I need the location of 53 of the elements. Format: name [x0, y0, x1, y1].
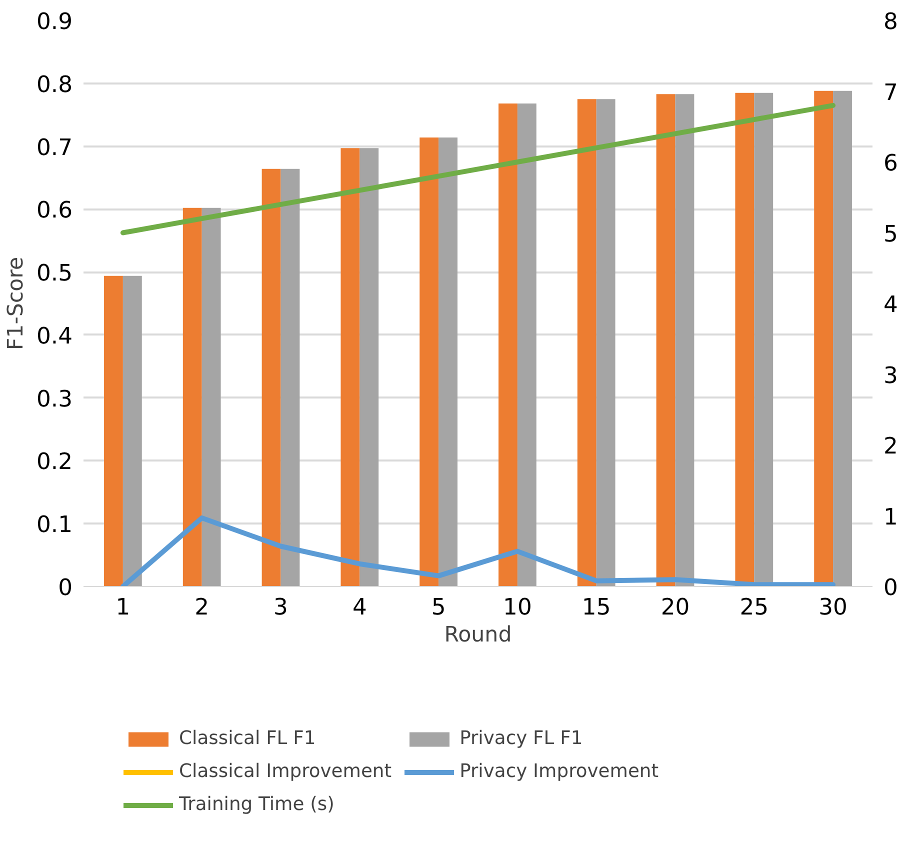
bar — [833, 90, 852, 586]
legend-label: Privacy FL F1 — [460, 728, 583, 749]
bar — [517, 104, 536, 586]
legend-label: Training Time (s) — [179, 794, 334, 815]
x-tick-label: 10 — [503, 594, 532, 620]
x-tick-label: 3 — [274, 594, 288, 620]
y-tick-label: 0.7 — [36, 134, 72, 161]
y-axis-title: F1-Score — [3, 256, 28, 350]
bar — [182, 208, 202, 586]
x-axis-title: Round — [444, 622, 512, 648]
bar — [104, 276, 123, 586]
bar — [262, 168, 281, 586]
legend-label: Classical Improvement — [179, 761, 392, 782]
bar — [438, 137, 458, 586]
bar — [498, 104, 518, 586]
x-tick-label: 5 — [431, 594, 446, 620]
bar — [675, 94, 694, 586]
y-tick-label: 0.4 — [36, 323, 72, 350]
y-tick-label: 0.5 — [36, 260, 72, 287]
y2-tick-label: 6 — [884, 150, 898, 176]
bar — [280, 168, 300, 586]
x-tick-label: 25 — [740, 594, 769, 620]
x-tick-label: 30 — [818, 594, 848, 620]
y-tick-label: 0 — [58, 575, 73, 601]
legend-label: Privacy Improvement — [460, 761, 659, 782]
bar — [577, 99, 596, 586]
x-tick-label: 2 — [194, 594, 210, 620]
y2-tick-label: 1 — [884, 504, 898, 530]
bar — [596, 99, 616, 586]
y2-tick-label: 5 — [884, 221, 898, 248]
y-tick-label: 0.3 — [36, 386, 72, 412]
bar — [420, 137, 439, 586]
bar — [202, 208, 221, 586]
y-tick-label: 0.1 — [36, 512, 72, 538]
x-tick-label: 1 — [116, 594, 130, 620]
legend-label: Classical FL F1 — [179, 728, 316, 749]
y-tick-label: 0.2 — [36, 449, 72, 476]
y2-tick-label: 0 — [884, 575, 898, 601]
bar — [122, 276, 142, 586]
y-tick-label: 0.9 — [36, 9, 72, 35]
y-tick-label: 0.8 — [36, 72, 72, 98]
y-tick-label: 0.6 — [36, 198, 72, 224]
x-tick-label: 4 — [352, 594, 367, 620]
y2-tick-label: 4 — [884, 292, 898, 318]
y2-tick-label: 3 — [884, 362, 898, 389]
bar — [360, 148, 379, 586]
y2-tick-label: 8 — [884, 9, 898, 35]
bar — [656, 94, 676, 586]
y2-tick-label: 2 — [884, 434, 898, 460]
bar — [340, 148, 360, 586]
y2-tick-label: 7 — [884, 80, 898, 106]
x-tick-label: 20 — [660, 594, 690, 620]
x-tick-label: 15 — [582, 594, 611, 620]
